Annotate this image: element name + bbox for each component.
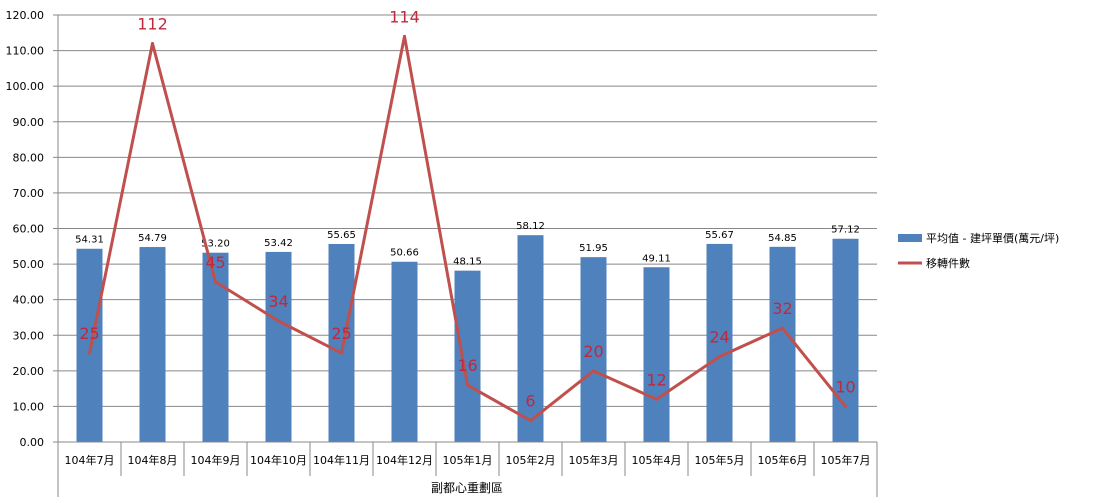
line-point — [214, 280, 217, 284]
x-tick-label: 104年11月 — [313, 453, 370, 467]
line-series — [88, 34, 847, 423]
line-point — [844, 404, 847, 408]
bar — [391, 261, 418, 442]
line-point — [466, 383, 469, 387]
line-point — [340, 351, 343, 355]
line-point — [151, 41, 154, 45]
line-data-label: 20 — [583, 342, 603, 361]
legend: 平均值 - 建坪單價(萬元/坪) 移轉件數 — [898, 231, 1059, 270]
line-point — [88, 351, 91, 355]
line-point — [718, 355, 721, 359]
line-point — [655, 397, 658, 401]
x-tick-label: 104年12月 — [376, 453, 433, 467]
bar-data-labels: 54.31 54.79 53.20 53.42 55.65 50.66 48.15 58.12… — [75, 221, 860, 267]
line-data-label: 10 — [835, 377, 855, 396]
x-tick-label: 105年4月 — [632, 453, 682, 467]
line-data-labels: 25 112 45 34 25 114 16 6 20 12 24 32 10 — [79, 7, 855, 410]
bar-data-label: 55.65 — [327, 230, 356, 241]
line-data-label: 114 — [389, 7, 420, 26]
y-tick-label: 110.00 — [6, 45, 45, 58]
bar — [265, 251, 292, 442]
bar — [706, 243, 733, 442]
bar — [643, 267, 670, 442]
y-axis-ticks: 0.00 10.00 20.00 30.00 40.00 50.00 60.00 70.00 8… — [6, 9, 45, 449]
x-tick-label: 104年9月 — [191, 453, 241, 467]
x-tick-label: 104年8月 — [128, 453, 178, 467]
bar-data-label: 55.67 — [705, 230, 734, 241]
x-tick-label: 104年7月 — [65, 453, 115, 467]
line-data-label: 112 — [137, 14, 168, 33]
legend-bar-swatch — [898, 234, 922, 242]
bar-data-label: 54.85 — [768, 233, 797, 244]
x-tick-label: 105年2月 — [506, 453, 556, 467]
y-tick-label: 30.00 — [13, 329, 45, 342]
bar-data-label: 54.31 — [75, 235, 104, 246]
x-axis-ticks: 104年7月 104年8月 104年9月 104年10月 104年11月 104年12月 1… — [65, 453, 871, 467]
bar-data-label: 57.12 — [831, 225, 860, 236]
bar — [139, 247, 166, 442]
y-tick-label: 0.00 — [20, 436, 45, 449]
bar — [580, 257, 607, 442]
x-tick-label: 105年1月 — [443, 453, 493, 467]
x-axis-title: 副都心重劃區 — [431, 480, 503, 495]
bar — [328, 243, 355, 442]
x-tick-label: 104年10月 — [250, 453, 307, 467]
bar — [76, 248, 103, 442]
line-data-label: 6 — [525, 392, 535, 411]
line-data-label: 24 — [709, 328, 729, 347]
y-tick-label: 40.00 — [13, 294, 45, 307]
bar — [517, 235, 544, 442]
legend-line-label: 移轉件數 — [926, 257, 970, 270]
bar-data-label: 50.66 — [390, 248, 419, 259]
x-tick-label: 105年6月 — [758, 453, 808, 467]
line-data-label: 25 — [79, 324, 99, 343]
line-point — [403, 34, 406, 38]
axes — [53, 14, 878, 497]
bar — [769, 246, 796, 442]
x-tick-label: 105年3月 — [569, 453, 619, 467]
bar — [832, 238, 859, 442]
line-point — [529, 419, 532, 423]
line-data-label: 25 — [331, 324, 351, 343]
line-data-label: 12 — [646, 370, 666, 389]
bar — [454, 270, 481, 442]
bar-data-label: 58.12 — [516, 221, 545, 232]
bar-data-label: 53.20 — [201, 239, 230, 250]
line-data-label: 34 — [268, 292, 288, 311]
y-tick-label: 60.00 — [13, 223, 45, 236]
y-tick-label: 100.00 — [6, 80, 45, 93]
line-data-label: 32 — [772, 299, 792, 318]
x-tick-label: 105年5月 — [695, 453, 745, 467]
bar-data-label: 51.95 — [579, 243, 608, 254]
bar — [202, 252, 229, 442]
line-data-label: 45 — [205, 253, 225, 272]
y-tick-label: 10.00 — [13, 400, 45, 413]
bar-data-label: 53.42 — [264, 238, 293, 249]
bar-data-label: 49.11 — [642, 253, 671, 264]
bar-data-label: 54.79 — [138, 233, 167, 244]
y-tick-label: 50.00 — [13, 258, 45, 271]
y-tick-label: 120.00 — [6, 9, 45, 22]
bar-data-label: 48.15 — [453, 257, 482, 268]
y-tick-label: 80.00 — [13, 151, 45, 164]
line-point — [781, 326, 784, 330]
line-data-label: 16 — [457, 356, 477, 375]
y-tick-label: 90.00 — [13, 116, 45, 129]
legend-bar-label: 平均值 - 建坪單價(萬元/坪) — [926, 231, 1059, 245]
bars — [76, 235, 859, 442]
x-tick-label: 105年7月 — [821, 453, 871, 467]
y-tick-label: 20.00 — [13, 365, 45, 378]
line-point — [277, 319, 280, 323]
y-tick-label: 70.00 — [13, 187, 45, 200]
line-point — [592, 369, 595, 373]
